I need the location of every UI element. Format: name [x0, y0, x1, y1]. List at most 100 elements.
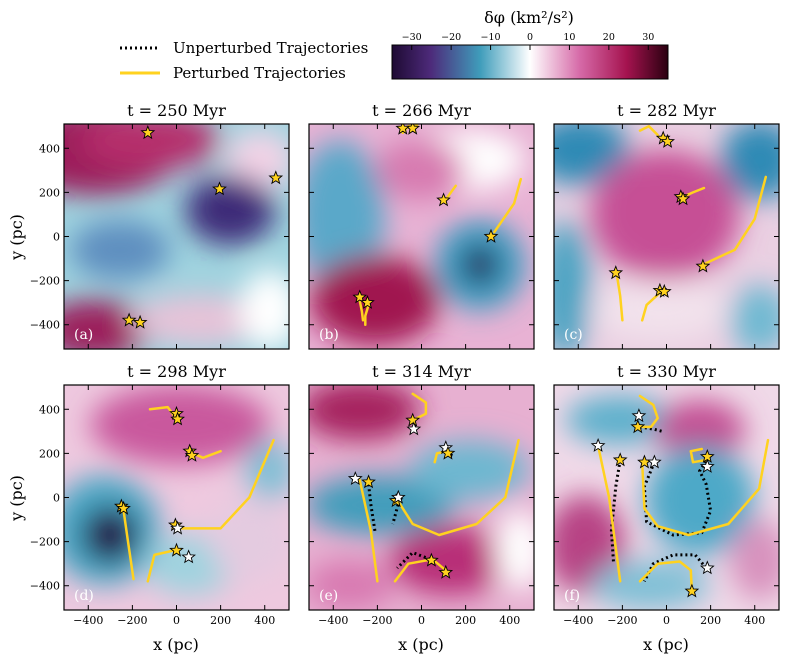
x-tick-label: −200: [607, 614, 637, 627]
panel-title: t = 298 Myr: [127, 362, 226, 381]
colorbar-tick-label: 0: [527, 32, 533, 43]
star-marker: [436, 192, 451, 207]
x-tick-label: 200: [700, 614, 721, 627]
y-axis-label-top: y (pc): [7, 214, 26, 261]
panel-marks: [608, 124, 768, 322]
perturbed-trajectory: [640, 438, 770, 537]
star-marker: [121, 312, 137, 327]
panel-label: (c): [564, 327, 583, 343]
panel-marks: [121, 125, 284, 329]
perturbed-trajectory: [146, 549, 176, 583]
star-marker: [483, 228, 499, 243]
x-tick-label: 400: [744, 614, 765, 627]
panel-label: (f): [564, 588, 580, 604]
colorbar-tick-label: −30: [402, 32, 422, 43]
x-tick-label: −200: [117, 614, 147, 627]
star-marker: [612, 452, 628, 467]
perturbed-trajectory: [615, 273, 624, 322]
perturbed-trajectory: [395, 438, 520, 537]
panel-b: [309, 124, 534, 349]
perturbed-trajectory: [411, 392, 428, 422]
perturbed-trajectory: [364, 303, 370, 326]
star-marker: [423, 552, 439, 567]
star-marker: [352, 289, 368, 304]
perturbed-trajectory: [689, 447, 708, 464]
panel-c: [554, 124, 779, 349]
colorbar-ticks: −30 −20 −10 0 10 20 30: [402, 32, 654, 50]
y-tick-label: 0: [53, 492, 60, 505]
x-axis-label-c: x (pc): [643, 635, 689, 654]
x-tick-label: 400: [254, 614, 275, 627]
colorbar-tick-label: 30: [642, 32, 654, 43]
colorbar-tick-label: −20: [441, 32, 461, 43]
panel-title: t = 266 Myr: [372, 101, 471, 120]
unperturbed-trajectory: [642, 456, 713, 537]
x-tick-label: 200: [455, 614, 476, 627]
star-marker: [608, 265, 624, 280]
star-marker: [630, 419, 646, 434]
star-marker: [438, 564, 454, 579]
perturbed-trajectory: [445, 184, 457, 200]
perturbed-trajectory: [177, 438, 275, 530]
y-axis-label-bottom: y (pc): [7, 475, 26, 522]
star-marker: [440, 445, 456, 460]
x-tick-label: 0: [418, 614, 425, 627]
data-marks: −400 −200 0 200 400 t = 250 Myr (a) t = 266 Myr…: [30, 101, 780, 627]
x-tick-label: 200: [210, 614, 231, 627]
panel-title: t = 330 Myr: [617, 362, 716, 381]
unperturbed-trajectory: [643, 553, 708, 582]
star-marker: [140, 125, 156, 140]
panel-marks: [590, 394, 770, 598]
star-marker: [268, 170, 284, 185]
y-tick-label: −400: [30, 580, 60, 593]
star-marker: [170, 411, 185, 426]
star-marker: [116, 500, 131, 515]
panel-marks: [347, 392, 520, 583]
y-tick-label: −400: [30, 319, 60, 332]
perturbed-trajectory: [702, 175, 768, 266]
perturbed-trajectory: [493, 177, 523, 234]
star-marker: [406, 421, 422, 436]
y-tick-label: 0: [53, 231, 60, 244]
colorbar-tick-label: 20: [603, 32, 615, 43]
star-marker: [699, 458, 715, 473]
panel-a: [64, 124, 289, 349]
panel-label: (b): [319, 327, 339, 343]
panel-title: t = 314 Myr: [372, 362, 471, 381]
star-marker: [132, 314, 148, 329]
panel-label: (e): [319, 588, 338, 604]
colorbar: δφ (km²/s²) −30 −20 −10 0 10 20 30: [391, 8, 669, 80]
star-marker: [184, 447, 200, 462]
unperturbed-trajectory: [391, 499, 401, 525]
perturbed-trajectory: [638, 560, 694, 593]
perturbed-trajectory: [596, 444, 622, 583]
perturbed-trajectory: [358, 299, 365, 322]
colorbar-gradient: [391, 44, 669, 80]
star-marker: [631, 408, 647, 423]
unperturbed-trajectory: [396, 551, 431, 570]
star-marker: [170, 520, 185, 535]
panel-title: t = 282 Myr: [617, 101, 716, 120]
star-marker: [169, 542, 184, 557]
x-tick-label: −400: [563, 614, 593, 627]
y-tick-label: −200: [30, 275, 60, 288]
perturbed-trajectory: [638, 394, 659, 429]
legend: Unperturbed Trajectories Perturbed Traje…: [120, 39, 368, 82]
x-tick-label: 400: [499, 614, 520, 627]
y-tick-label: −200: [30, 536, 60, 549]
star-marker: [675, 191, 691, 206]
legend-perturbed-label: Perturbed Trajectories: [173, 64, 346, 82]
panel-label: (d): [74, 588, 94, 604]
y-tick-label: 200: [39, 186, 60, 199]
colorbar-tick-label: −10: [481, 32, 501, 43]
star-marker: [590, 437, 606, 452]
panels: [64, 124, 779, 610]
star-marker: [361, 474, 376, 489]
star-marker: [699, 560, 715, 575]
legend-unperturbed-label: Unperturbed Trajectories: [173, 39, 368, 57]
y-tick-label: 400: [39, 403, 60, 416]
colorbar-label: δφ (km²/s²): [484, 8, 574, 27]
y-tick-label: 400: [39, 142, 60, 155]
star-marker: [656, 283, 672, 298]
